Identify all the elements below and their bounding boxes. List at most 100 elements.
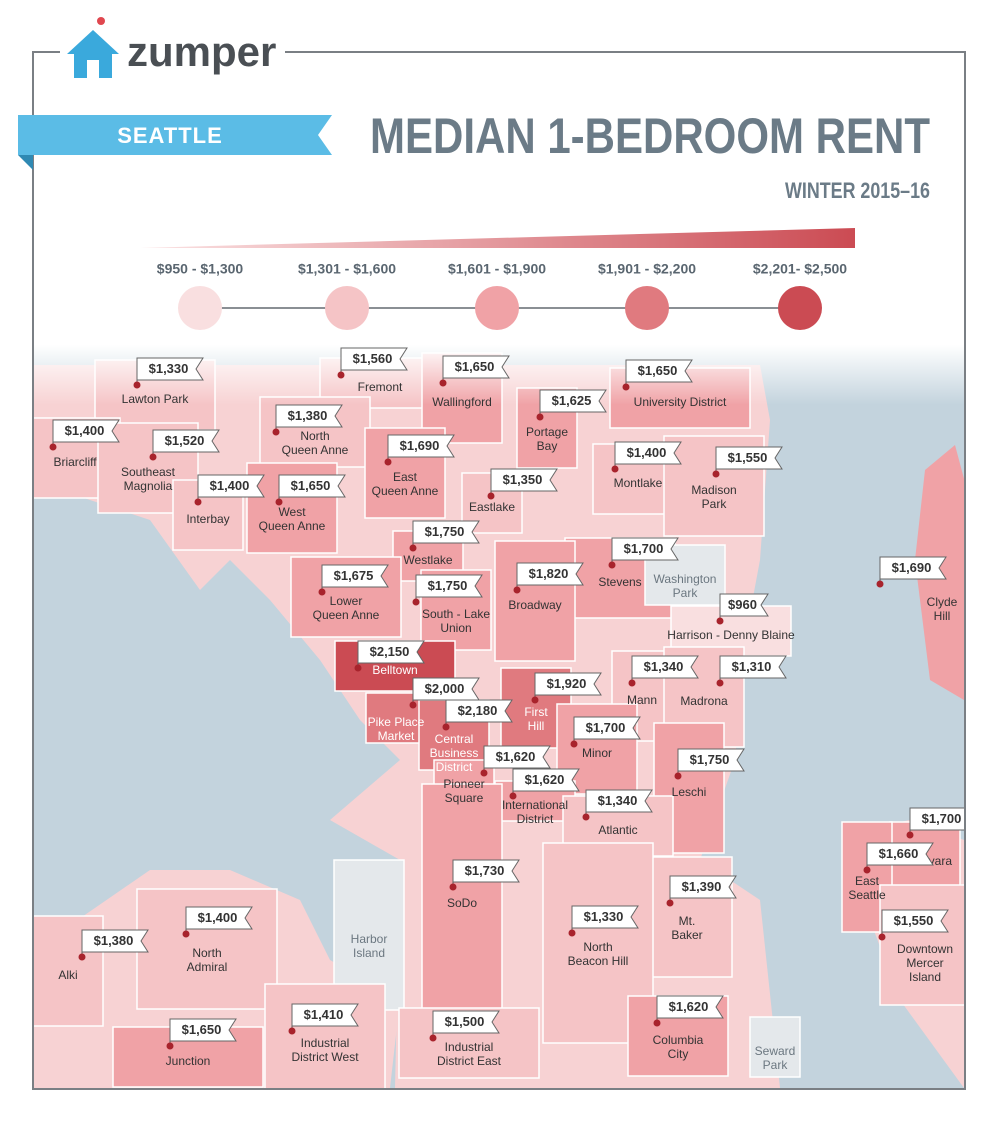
- neighborhood-name: Westlake: [403, 553, 452, 567]
- location-dot: [712, 470, 720, 478]
- legend-swatch: [625, 286, 669, 330]
- rent-flag: [52, 419, 120, 443]
- neighborhood-name: Madison: [691, 483, 736, 497]
- neighborhood-name: Alki: [58, 968, 77, 982]
- rent-flag: [442, 355, 510, 379]
- rent-flag: [631, 655, 699, 679]
- neighborhood-name: Union: [440, 621, 471, 635]
- rent-label: $1,620: [496, 749, 536, 764]
- rent-flag: [412, 677, 480, 701]
- rent-flag: [677, 748, 745, 772]
- location-dot: [429, 1034, 437, 1042]
- rent-label: $1,400: [210, 478, 250, 493]
- location-dot: [409, 544, 417, 552]
- city-label: SEATTLE: [117, 123, 223, 148]
- rent-flag: [415, 574, 483, 598]
- location-dot: [568, 929, 576, 937]
- rent-flag: [909, 807, 964, 831]
- neighborhood-name: Briarcliff: [53, 455, 97, 469]
- location-dot: [628, 679, 636, 687]
- rent-label: $1,750: [428, 578, 468, 593]
- rent-label: $1,650: [638, 363, 678, 378]
- neighborhood-name: University District: [634, 395, 727, 409]
- neighborhood-name: SoDo: [447, 896, 477, 910]
- neighborhood-name: City: [668, 1047, 689, 1061]
- logo-icon: [67, 17, 119, 78]
- location-dot: [49, 443, 57, 451]
- rent-label: $1,500: [445, 1014, 485, 1029]
- rent-label: $1,380: [288, 408, 328, 423]
- rent-label: $2,180: [458, 703, 498, 718]
- neighborhood-name: Atlantic: [598, 823, 637, 837]
- location-dot: [409, 701, 417, 709]
- neighborhood-name: West: [278, 505, 306, 519]
- rent-label: $1,750: [690, 752, 730, 767]
- rent-flag: [452, 859, 520, 883]
- rent-label: $1,620: [525, 772, 565, 787]
- rent-flag: [152, 429, 220, 453]
- rent-flag: [614, 441, 682, 465]
- neighborhood-name: Baker: [671, 928, 702, 942]
- rent-flag: [585, 789, 653, 813]
- location-dot: [272, 428, 280, 436]
- location-dot: [582, 813, 590, 821]
- neighborhood-name: District: [436, 760, 473, 774]
- neighborhood-name: Broadway: [508, 598, 561, 612]
- rent-flag: [412, 520, 480, 544]
- neighborhood-name: Stevens: [598, 575, 641, 589]
- rent-flag: [81, 929, 149, 953]
- rent-flag: [275, 404, 343, 428]
- rent-flag: [291, 1003, 359, 1027]
- neighborhood-name: Island: [353, 946, 385, 960]
- rent-label: $1,330: [149, 361, 189, 376]
- rent-label: $1,650: [291, 478, 331, 493]
- location-dot: [275, 498, 283, 506]
- neighborhood-name: Interbay: [186, 512, 229, 526]
- rent-label: $1,660: [879, 846, 919, 861]
- rent-label: $2,000: [425, 681, 465, 696]
- location-dot: [194, 498, 202, 506]
- neighborhood-name: North: [300, 429, 329, 443]
- logo-text: zumper: [127, 28, 276, 75]
- neighborhood-name: Central: [435, 732, 474, 746]
- rent-flag: [483, 745, 551, 769]
- banner-fold: [18, 155, 33, 170]
- neighborhood-name: Hill: [934, 609, 951, 623]
- neighborhood-name: Magnolia: [124, 479, 173, 493]
- location-dot: [182, 930, 190, 938]
- rent-flag: [357, 640, 425, 664]
- rent-label: $1,700: [624, 541, 664, 556]
- neighborhood-name: Industrial: [301, 1036, 350, 1050]
- location-dot: [653, 1019, 661, 1027]
- neighborhood-name: Mann: [627, 693, 657, 707]
- rent-label: $1,310: [732, 659, 772, 674]
- neighborhood-name: Montlake: [614, 476, 663, 490]
- location-dot: [536, 413, 544, 421]
- rent-label: $1,350: [503, 472, 543, 487]
- rent-label: $1,410: [304, 1007, 344, 1022]
- location-dot: [509, 792, 517, 800]
- location-dot: [354, 664, 362, 672]
- legend-swatch: [325, 286, 369, 330]
- neighborhood-name: Wallingford: [432, 395, 492, 409]
- location-dot: [611, 465, 619, 473]
- neighborhood-name: Queen Anne: [282, 443, 349, 457]
- map: Lawton Park $1,330 Fremont $1,560 Wallingfor…: [34, 345, 964, 1088]
- rent-flag: [571, 905, 639, 929]
- neighborhood-name: Queen Anne: [372, 484, 439, 498]
- neighborhood-name: Hill: [528, 719, 545, 733]
- rent-flag: [197, 474, 265, 498]
- rent-label: $1,400: [65, 423, 105, 438]
- location-dot: [412, 598, 420, 606]
- city-banner: [18, 115, 332, 155]
- rent-label: $1,550: [894, 913, 934, 928]
- neighborhood-region: [136, 888, 278, 1010]
- rent-flag: [169, 1018, 237, 1042]
- neighborhood-name: Eastlake: [469, 500, 515, 514]
- rent-label: $1,390: [682, 879, 722, 894]
- neighborhood-name: Harbor: [351, 932, 388, 946]
- rent-label: $1,400: [198, 910, 238, 925]
- location-dot: [878, 933, 886, 941]
- neighborhood-name: North: [583, 940, 612, 954]
- neighborhood-name: East: [393, 470, 418, 484]
